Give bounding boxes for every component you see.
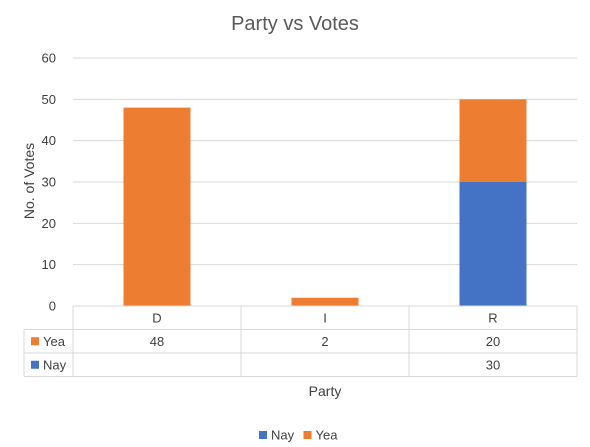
legend-key-yea	[303, 431, 312, 439]
y-tick-label: 20	[42, 216, 56, 231]
table-cell-value: 30	[486, 357, 500, 372]
y-tick-label: 10	[42, 257, 56, 272]
bar-yea-d	[123, 107, 191, 306]
legend-label: Yea	[316, 428, 339, 443]
table-row-label: Yea	[43, 334, 66, 349]
legend-label: Nay	[271, 428, 295, 443]
table-cell-value: 20	[486, 334, 500, 349]
y-tick-label: 60	[42, 51, 56, 66]
data-table: D I R Yea 48 2 20 Nay 30	[23, 305, 578, 377]
bar-nay-r	[459, 182, 527, 306]
bars	[123, 99, 527, 306]
bar-yea-i	[291, 297, 359, 306]
x-axis-title: Party	[309, 383, 342, 399]
legend-key-nay	[259, 431, 267, 439]
x-tick-label: R	[488, 310, 497, 325]
table-cell-value: 2	[321, 334, 328, 349]
table-row-label: Nay	[43, 357, 67, 372]
y-tick-label: 40	[42, 133, 56, 148]
y-axis-ticks: 0 10 20 30 40 50 60	[42, 51, 56, 314]
legend: Nay Yea	[259, 428, 338, 443]
table-cell-value: 48	[150, 334, 164, 349]
bar-yea-r	[459, 99, 527, 182]
x-tick-label: I	[323, 310, 327, 325]
table-legend-key-nay	[31, 360, 39, 369]
chart-title: Party vs Votes	[231, 13, 359, 35]
y-tick-label: 0	[49, 299, 56, 314]
y-axis-title: No. of Votes	[21, 143, 37, 219]
y-tick-label: 30	[42, 175, 56, 190]
x-tick-label: D	[152, 310, 161, 325]
table-legend-key-yea	[31, 337, 39, 346]
y-tick-label: 50	[42, 92, 56, 107]
